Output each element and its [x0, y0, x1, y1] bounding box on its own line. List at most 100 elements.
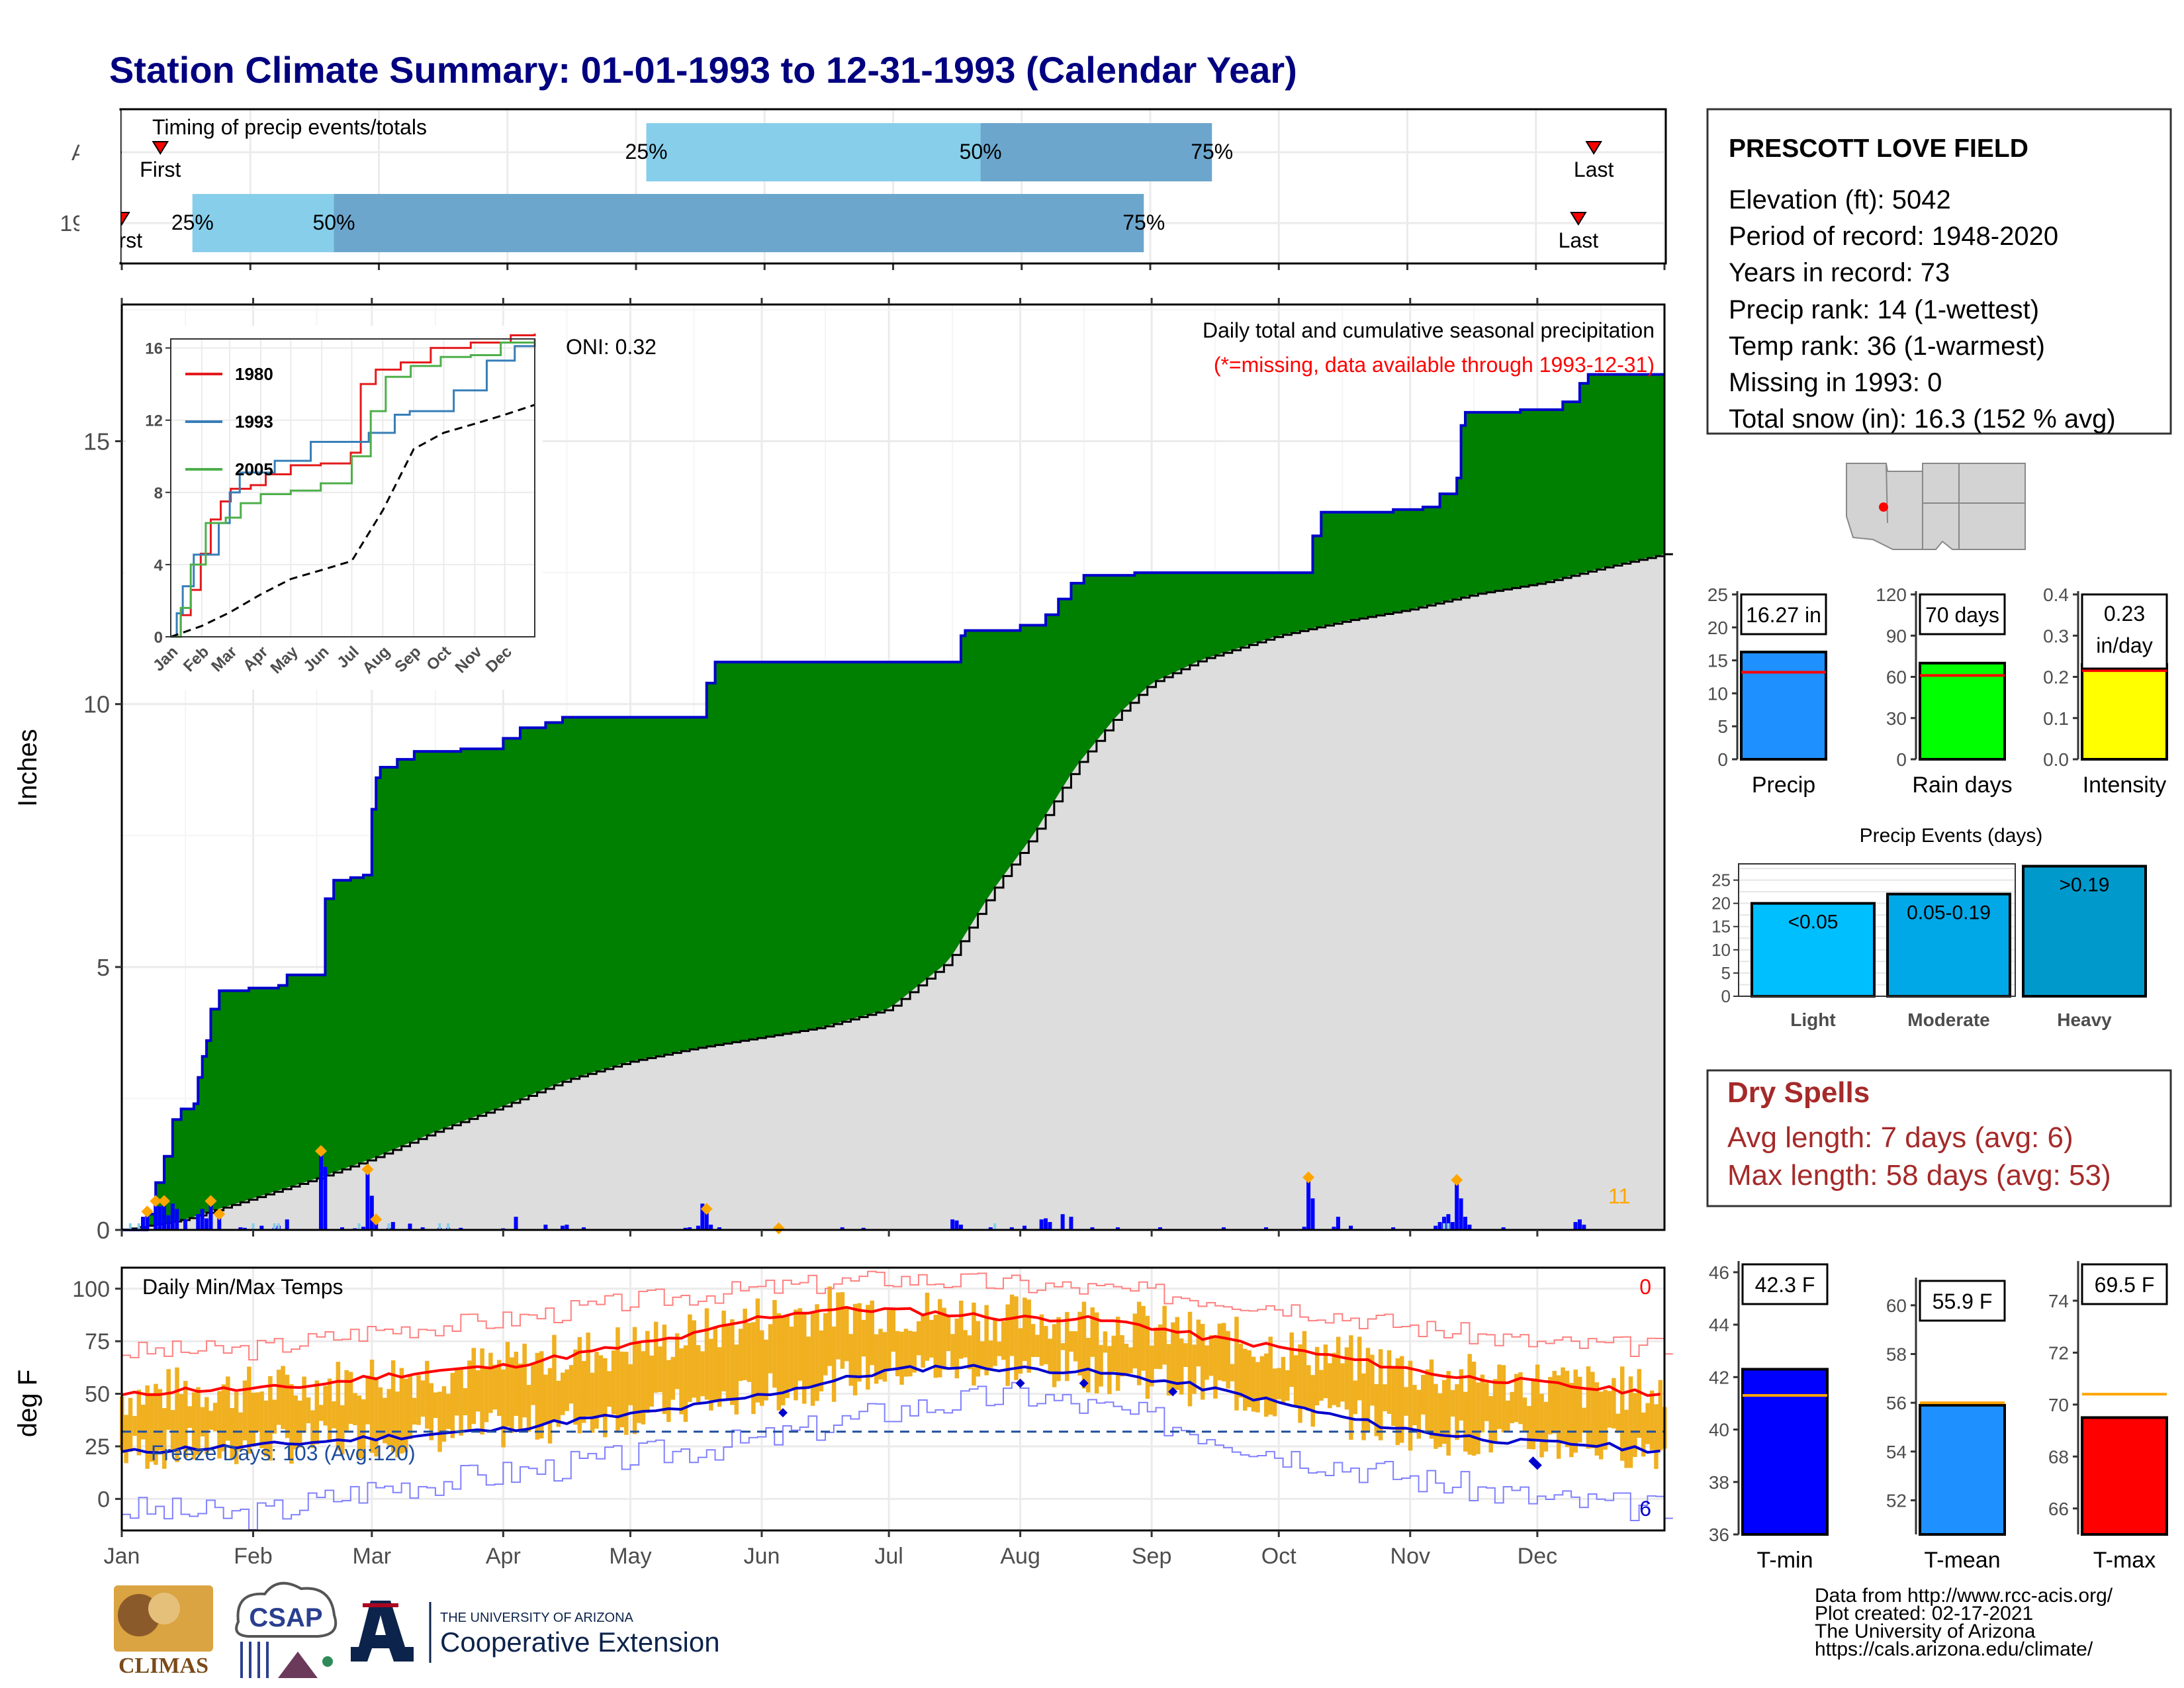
daily-temp-bar	[666, 1360, 671, 1423]
trace-precip-mark	[357, 1223, 361, 1230]
daily-temp-bar	[1208, 1335, 1214, 1376]
daily-temp-bar	[1518, 1372, 1523, 1425]
daily-temp-bar	[670, 1356, 675, 1400]
daily-precip-bar	[543, 1225, 548, 1230]
daily-temp-bar	[1633, 1393, 1637, 1458]
daily-precip-bar	[988, 1227, 993, 1230]
daily-precip-bar	[1582, 1225, 1586, 1230]
snow-marker	[314, 1145, 327, 1157]
daily-temp-bar	[976, 1321, 981, 1377]
daily-precip-bar	[1009, 1227, 1014, 1230]
daily-temp-bar	[323, 1385, 328, 1426]
trace-precip-mark	[273, 1223, 276, 1230]
temp-bar-value: 42.3 F	[1755, 1273, 1815, 1297]
daily-temp-bar	[1506, 1400, 1510, 1431]
daily-temp-bar	[1548, 1377, 1553, 1434]
temp-bar-tick-label: 36	[1709, 1524, 1729, 1545]
daily-precip-bar	[158, 1206, 162, 1230]
daily-temp-bar	[1222, 1323, 1226, 1382]
stat-bar-value-box	[2081, 593, 2168, 670]
y-tick-label: 0	[97, 1217, 110, 1244]
daily-temp-bar	[1014, 1296, 1019, 1380]
daily-temp-bar	[755, 1298, 760, 1403]
temp-bar-tick-label: 68	[2048, 1446, 2069, 1467]
daily-temp-bar	[383, 1397, 387, 1444]
daily-precip-bar	[1391, 1227, 1396, 1230]
stat-bar-value: 70 days	[1925, 603, 1999, 627]
daily-precip-bar	[238, 1227, 243, 1230]
normal-precip-area	[122, 554, 1664, 1230]
daily-temp-bar	[1586, 1366, 1591, 1449]
timing-last-label: Last	[1574, 158, 1614, 181]
avg-tmax-line	[121, 1305, 1661, 1397]
temp-bars: 36 38 40 42 44 46 42.3 F T-min 52 54 56 58 60 55.9 F T…	[1709, 1261, 2176, 1573]
daily-temp-bar	[590, 1372, 595, 1433]
daily-temp-bar	[692, 1320, 697, 1398]
daily-temp-bar	[1497, 1364, 1502, 1429]
dry-spells-box: Dry Spells Avg length: 7 days (avg: 6) M…	[1706, 1069, 2172, 1207]
daily-temp-bar	[314, 1380, 320, 1444]
temp-bar-value: 55.9 F	[1933, 1289, 1993, 1313]
daily-precip-bar	[1306, 1177, 1311, 1230]
daily-temp-bar	[496, 1360, 502, 1417]
daily-temp-bar	[997, 1341, 1002, 1356]
daily-precip-bar	[141, 1217, 146, 1230]
footer-line: Data from http://www.rcc-acis.org/	[1815, 1585, 2113, 1607]
dry-spells-avg: Avg length: 7 days (avg: 6)	[1727, 1121, 2073, 1154]
daily-temp-bar	[1569, 1383, 1574, 1458]
daily-temp-bar	[1637, 1369, 1642, 1438]
daily-temp-bar	[1018, 1328, 1023, 1374]
daily-precip-bar	[954, 1220, 959, 1230]
daily-precip-bar	[1463, 1217, 1468, 1230]
daily-temp-bar	[628, 1364, 633, 1405]
stat-bar-value: 0.23 in/day	[2096, 602, 2152, 657]
daily-temp-bar	[1408, 1360, 1413, 1451]
daily-temp-bar	[344, 1370, 349, 1432]
daily-precip-bar	[958, 1225, 963, 1230]
daily-temp-bar	[1128, 1347, 1133, 1374]
daily-temp-bar	[1039, 1314, 1044, 1366]
daily-temp-bar	[433, 1392, 438, 1419]
events-tick-label: 20	[1711, 894, 1731, 914]
daily-temp-bar	[361, 1399, 366, 1459]
daily-temp-bar	[848, 1334, 853, 1386]
daily-temp-bar	[1416, 1389, 1422, 1439]
daily-precip-bar	[1573, 1222, 1578, 1230]
daily-temp-bar	[649, 1355, 654, 1407]
daily-temp-bar	[1387, 1350, 1392, 1414]
temps-title: Daily Min/Max Temps	[142, 1275, 343, 1299]
daily-temp-bar	[594, 1352, 599, 1429]
daily-temp-bar	[1395, 1358, 1400, 1445]
daily-temp-bar	[764, 1339, 768, 1401]
month-label: Jul	[874, 1544, 903, 1569]
daily-temp-bar	[1077, 1311, 1082, 1376]
daily-precip-bar	[1446, 1214, 1451, 1230]
stat-bar-tick-label: 0.0	[2043, 749, 2069, 770]
logos: CLIMAS CSAP THE UNIVERSITY OF ARIZONA Co…	[114, 1581, 720, 1678]
daily-temp-bar	[1328, 1363, 1332, 1409]
events-title: Precip Events (days)	[1860, 825, 2043, 847]
timing-panel: 25%50%75%FirstLastAvg25%50%75%FirstLast1…	[60, 108, 1667, 270]
inset-border	[170, 338, 535, 637]
daily-temp-bar	[463, 1388, 468, 1416]
month-label: Sep	[1132, 1544, 1172, 1569]
daily-temp-bar	[205, 1397, 209, 1454]
daily-temp-bar	[369, 1359, 375, 1453]
daily-temp-bar	[1247, 1350, 1251, 1407]
temp-bar	[2081, 1416, 2168, 1536]
daily-temp-bar	[327, 1378, 332, 1442]
daily-temp-bar	[340, 1405, 345, 1455]
daily-temp-bar	[1459, 1369, 1464, 1421]
daily-temp-bar	[505, 1342, 510, 1427]
daily-temp-bar	[1442, 1380, 1447, 1444]
daily-temp-bar	[1187, 1311, 1193, 1407]
stat-bar-tick-label: 0.1	[2043, 708, 2069, 729]
daily-precip-bar	[1501, 1227, 1506, 1230]
daily-precip-bar	[1069, 1217, 1073, 1230]
daily-temp-bar	[933, 1315, 938, 1378]
temp-bar-value-box	[1919, 1280, 2006, 1322]
daily-temp-bar	[794, 1309, 798, 1401]
daily-temp-bar	[1086, 1338, 1091, 1393]
daily-temp-bar	[1361, 1373, 1366, 1440]
daily-temp-bar	[547, 1368, 553, 1444]
